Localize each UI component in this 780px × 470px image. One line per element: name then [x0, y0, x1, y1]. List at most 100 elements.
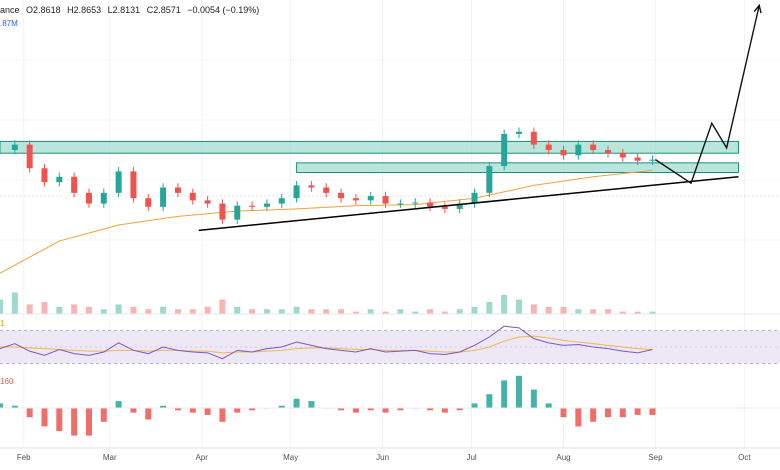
x-tick-label: Aug [556, 453, 570, 462]
candle-body [590, 144, 597, 150]
candle-body [367, 196, 374, 201]
macd-hist-bar [85, 408, 92, 436]
macd-hist-bar [100, 408, 107, 422]
macd-hist-bar [560, 408, 567, 418]
volume-bar [56, 306, 63, 314]
candle-body [412, 202, 419, 204]
volume-bar [486, 302, 493, 314]
x-tick-label: Feb [17, 453, 31, 462]
volume-bar [456, 309, 463, 314]
rsi-pane [0, 325, 780, 365]
macd-hist-bar [0, 403, 3, 408]
candle-body [308, 185, 315, 188]
candle-body [456, 203, 463, 209]
volume-bar [604, 309, 611, 314]
volume-bar [160, 306, 167, 314]
volume-bar [293, 306, 300, 314]
x-tick-label: Jun [376, 453, 389, 462]
volume-bar [545, 306, 552, 314]
macd-hist-bar [115, 401, 122, 408]
close-value: C2.8571 [146, 5, 181, 15]
candle-body [189, 192, 196, 201]
macd-hist-bar [590, 408, 597, 422]
candle-body [516, 131, 523, 134]
candle-body [530, 131, 537, 145]
candle-body [501, 133, 508, 167]
grid-lines [0, 0, 780, 449]
candle-body [56, 176, 63, 183]
volume-bar [174, 309, 181, 314]
macd-hist-bar [427, 408, 434, 411]
candle-body [115, 171, 122, 193]
volume-bar [85, 306, 92, 314]
projection-arrowhead [753, 3, 762, 14]
volume-bar [590, 309, 597, 314]
volume-bar [530, 304, 537, 314]
volume-bar [382, 311, 389, 314]
macd-hist-bar [619, 408, 626, 418]
candle-body [26, 144, 33, 169]
macd-hist-bar [367, 408, 374, 411]
rsi-line [0, 325, 653, 360]
support-trendline [198, 176, 739, 232]
volume-bar [323, 309, 330, 314]
candle-body [471, 192, 478, 204]
x-tick-label: Oct [738, 453, 751, 462]
volume-bar [397, 309, 404, 314]
volume-bar [219, 299, 226, 314]
x-axis: Feb Mar Apr May Jun Jul Aug Sep Oct [17, 453, 752, 462]
macd-hist-bar [189, 408, 196, 413]
candle-body [71, 176, 78, 193]
candle-body [575, 144, 582, 156]
resistance-zone [0, 140, 739, 154]
volume-bar [204, 306, 211, 314]
candle-body [649, 159, 656, 161]
volume-pane [0, 292, 780, 315]
candlesticks [11, 127, 656, 224]
volume-bar [115, 304, 122, 314]
macd-hist-bar [634, 408, 641, 415]
macd-hist-bar [456, 408, 463, 411]
trendline [198, 176, 739, 232]
ohlc-legend: ance O2.8618 H2.8653 L2.8131 C2.8571 −0.… [0, 5, 263, 15]
macd-hist-bar [604, 408, 611, 418]
candle-body [338, 192, 345, 199]
candle-body [560, 150, 567, 156]
candle-body [100, 192, 107, 204]
macd-hist-bar [41, 408, 48, 427]
projection-line [655, 5, 760, 185]
macd-hist-bar [501, 380, 508, 408]
volume-bar [441, 311, 448, 314]
volume-bar [278, 309, 285, 314]
volume-bar [367, 309, 374, 314]
projection-path [655, 3, 762, 185]
volume-bar [471, 306, 478, 314]
macd-hist-bar [160, 405, 167, 408]
candle-body [234, 205, 241, 220]
macd-hist-bar [649, 408, 656, 415]
change-value: −0.0054 (−0.19%) [187, 5, 260, 15]
macd-hist-bar [486, 394, 493, 408]
candle-body [160, 187, 167, 207]
volume-bar [189, 309, 196, 314]
macd-hist-bar [545, 403, 552, 408]
x-tick-label: Mar [103, 453, 117, 462]
candle-body [486, 166, 493, 193]
volume-bar [263, 309, 270, 314]
candle-body [204, 200, 211, 204]
macd-hist-bar [441, 408, 448, 413]
x-tick-label: Apr [195, 453, 208, 462]
candle-body [293, 185, 300, 199]
volume-bar [11, 292, 18, 314]
price-zones [0, 140, 739, 174]
macd-hist-bar [204, 408, 211, 415]
candle-body [382, 196, 389, 204]
volume-label: .87M [0, 19, 18, 28]
volume-bar [100, 309, 107, 314]
candle-body [85, 192, 92, 204]
volume-bar [634, 311, 641, 314]
macd-hist-bar [338, 408, 345, 411]
high-value: H2.8653 [67, 5, 102, 15]
volume-bar [516, 299, 523, 314]
